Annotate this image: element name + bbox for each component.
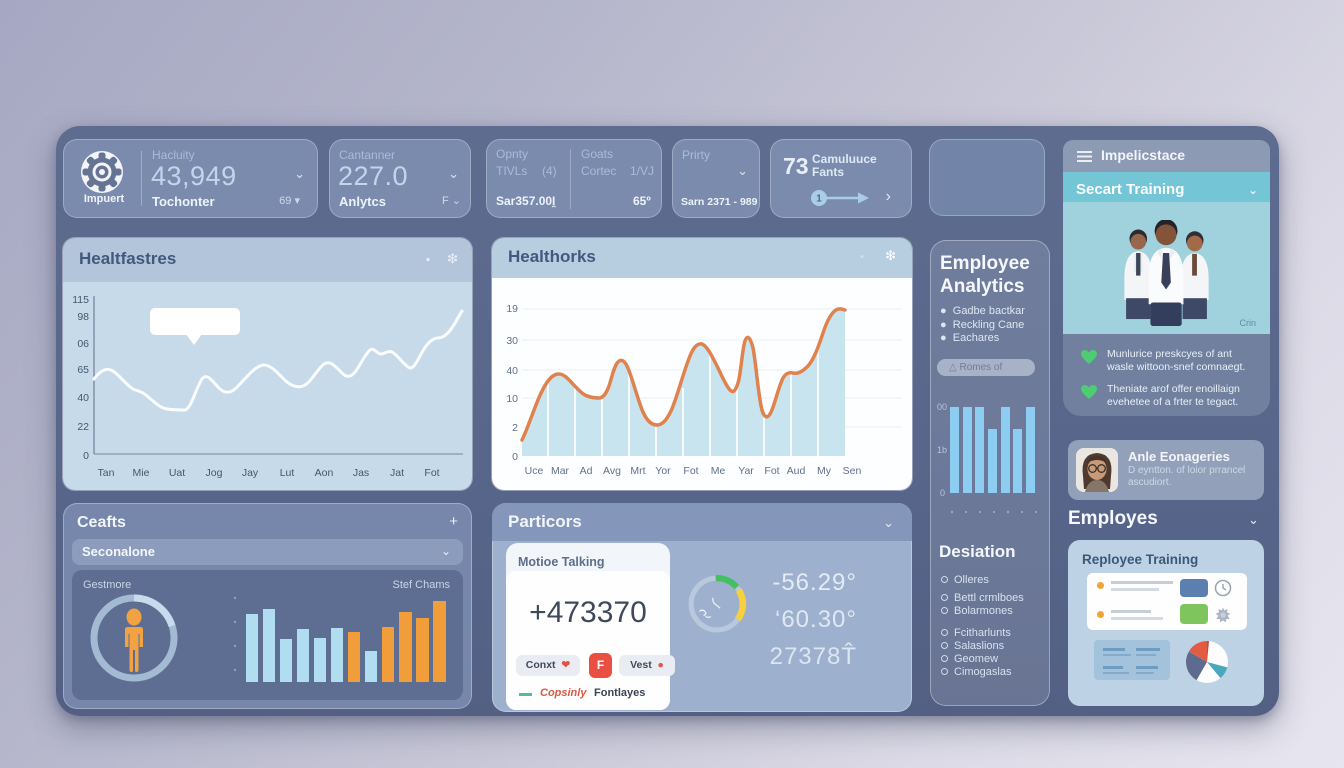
svg-text:Mie: Mie: [133, 467, 150, 479]
svg-text:30: 30: [506, 335, 518, 347]
svg-text:65: 65: [77, 364, 89, 376]
svg-text:22: 22: [77, 421, 89, 433]
svg-text:Mrt: Mrt: [630, 465, 645, 477]
svg-text:Jog: Jog: [206, 467, 223, 479]
svg-text:10: 10: [506, 393, 518, 405]
svg-text:0: 0: [83, 450, 89, 462]
svg-text:Fot: Fot: [424, 467, 439, 479]
svg-text:1b: 1b: [937, 445, 947, 455]
svg-text:0: 0: [512, 451, 518, 463]
svg-text:40: 40: [77, 392, 89, 404]
svg-text:Lut: Lut: [280, 467, 295, 479]
svg-text:Uat: Uat: [169, 467, 185, 479]
svg-text:Uce: Uce: [525, 465, 544, 477]
svg-text:Yar: Yar: [738, 465, 754, 477]
svg-text:Avg: Avg: [603, 465, 621, 477]
svg-text:19: 19: [506, 303, 518, 315]
svg-text:00: 00: [937, 402, 947, 412]
svg-text:Jas: Jas: [353, 467, 369, 479]
svg-text:Jat: Jat: [390, 467, 404, 479]
svg-text:Me: Me: [711, 465, 726, 477]
svg-text:40: 40: [506, 365, 518, 377]
svg-text:98: 98: [77, 311, 89, 323]
svg-text:Fot: Fot: [764, 465, 779, 477]
svg-text:Aud: Aud: [787, 465, 806, 477]
svg-text:Sen: Sen: [843, 465, 862, 477]
svg-text:1: 1: [816, 194, 822, 205]
svg-text:115: 115: [72, 294, 89, 306]
svg-text:Mar: Mar: [551, 465, 570, 477]
svg-text:Fot: Fot: [683, 465, 698, 477]
svg-text:Tan: Tan: [98, 467, 115, 479]
svg-text:06: 06: [77, 338, 89, 350]
svg-text:2: 2: [512, 422, 518, 434]
svg-text:My: My: [817, 465, 832, 477]
svg-text:Ad: Ad: [580, 465, 593, 477]
svg-text:0: 0: [940, 488, 945, 498]
svg-text:Aon: Aon: [315, 467, 334, 479]
svg-text:Yor: Yor: [655, 465, 671, 477]
svg-text:Jay: Jay: [242, 467, 259, 479]
